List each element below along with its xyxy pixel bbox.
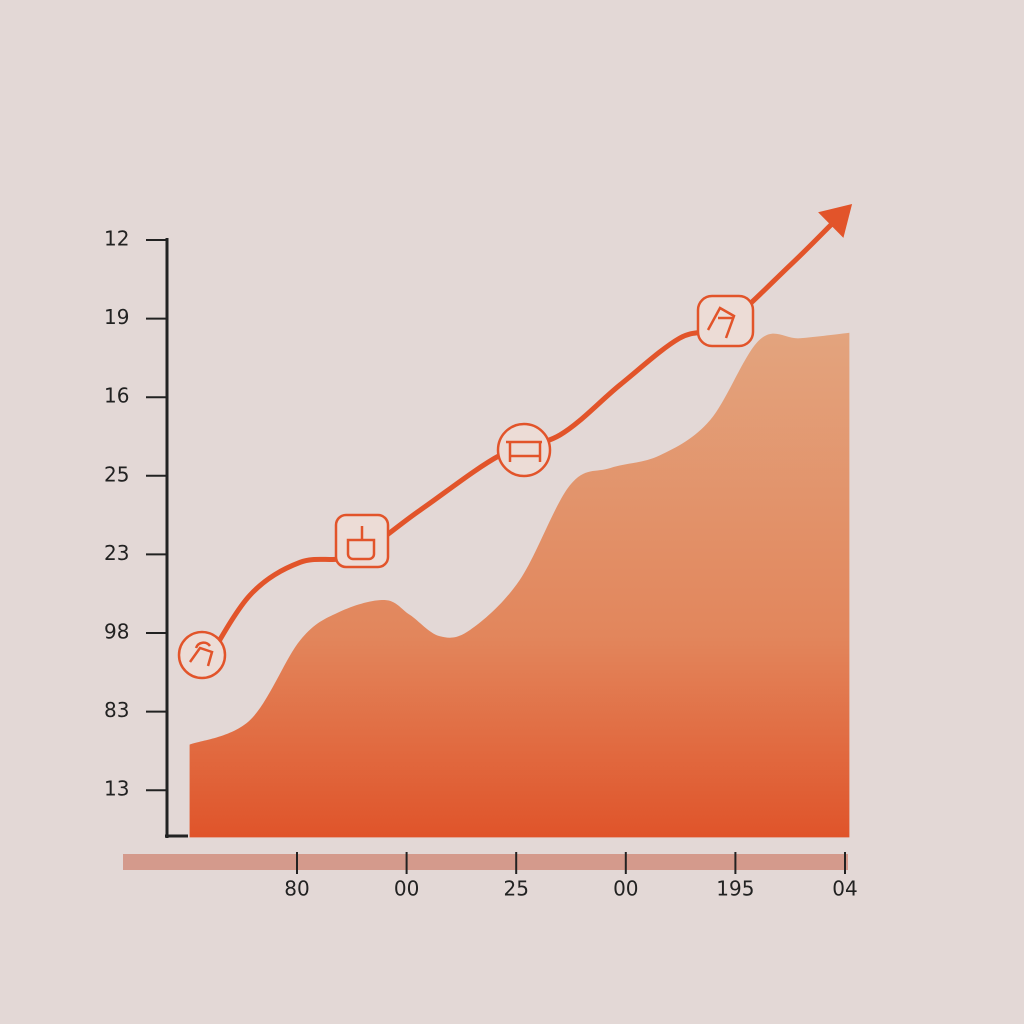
y-tick-label: 98 <box>104 620 129 644</box>
x-tick-label: 80 <box>284 877 309 901</box>
icon <box>177 630 227 680</box>
y-tick-label: 19 <box>104 305 129 329</box>
x-tick-label: 04 <box>832 877 857 901</box>
icon <box>496 422 552 478</box>
x-axis-band <box>123 854 848 870</box>
y-tick-label: 23 <box>104 541 129 565</box>
y-tick-label: 12 <box>104 227 129 251</box>
icons <box>177 294 755 680</box>
area <box>189 332 850 838</box>
x-tick-label: 25 <box>503 877 528 901</box>
y-tick-label: 13 <box>104 777 129 801</box>
y-tick-label: 83 <box>104 698 129 722</box>
x-tick-label: 195 <box>716 877 754 901</box>
icon-glyph <box>188 641 214 667</box>
icon-glyph <box>346 526 376 561</box>
arrow-head <box>818 203 853 238</box>
y-tick-label: 16 <box>104 384 129 408</box>
icon-glyph <box>706 306 736 339</box>
x-tick-label: 00 <box>613 877 638 901</box>
icon-glyph <box>506 440 542 462</box>
y-tick-label: 25 <box>104 462 129 486</box>
icon <box>696 294 755 348</box>
x-tick-label: 00 <box>394 877 419 901</box>
